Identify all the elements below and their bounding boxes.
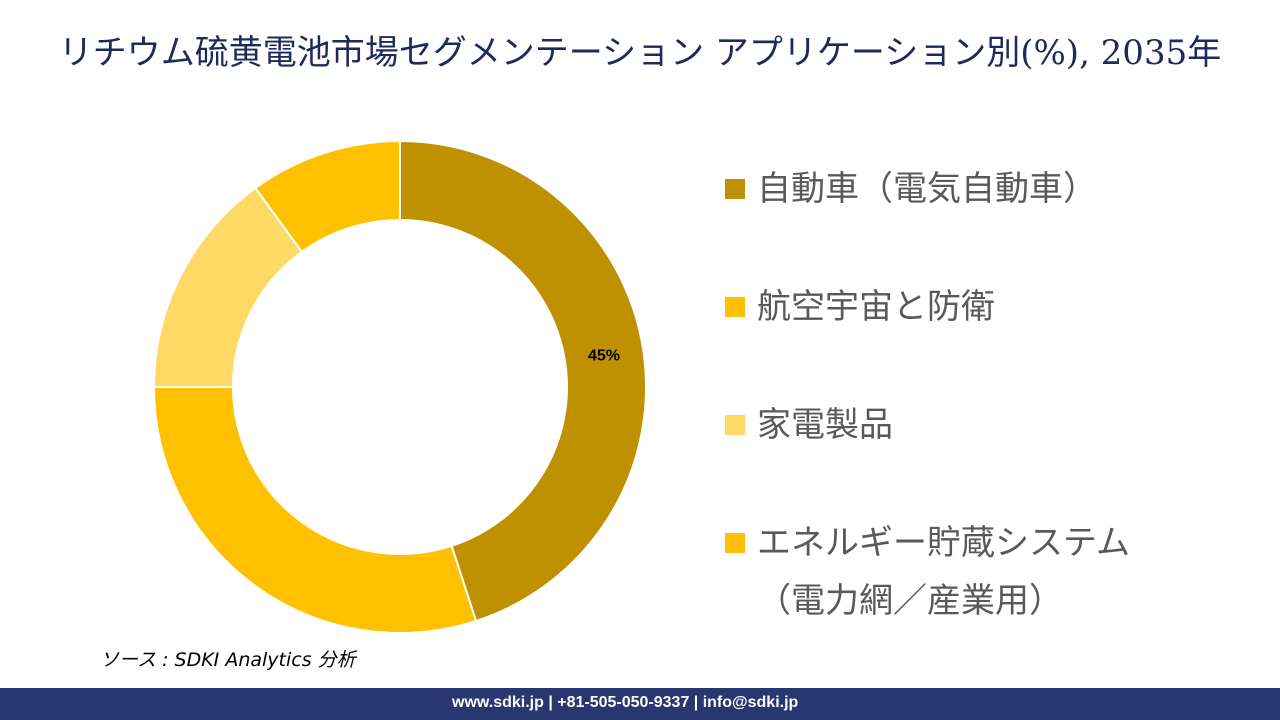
source-note: ソース : SDKI Analytics 分析 <box>100 649 356 671</box>
legend-swatch <box>725 297 745 317</box>
legend-label: エネルギー貯蔵システム （電力網／産業用） <box>757 523 1130 621</box>
footer-bar: www.sdki.jp | +81-505-050-9337 | info@sd… <box>0 688 1280 720</box>
chart-title: リチウム硫黄電池市場セグメンテーション アプリケーション別(%), 2035年 <box>58 33 1222 73</box>
footer-contact[interactable]: www.sdki.jp | +81-505-050-9337 | info@sd… <box>452 694 799 711</box>
legend-item-aerospace: 航空宇宙と防衛 <box>725 278 995 336</box>
legend-swatch <box>725 179 745 199</box>
legend-item-automotive: 自動車（電気自動車） <box>725 160 1097 218</box>
legend-label: 自動車（電気自動車） <box>757 169 1097 209</box>
legend-item-consumer-electronics: 家電製品 <box>725 396 893 454</box>
donut-slice <box>254 139 401 254</box>
data-label: 45% <box>588 348 620 365</box>
donut-slice <box>399 139 647 623</box>
donut-slice <box>152 386 478 634</box>
legend-label: 航空宇宙と防衛 <box>757 287 995 327</box>
legend-item-energy-storage: エネルギー貯蔵システム （電力網／産業用） <box>725 514 1130 630</box>
legend-swatch <box>725 415 745 435</box>
legend-swatch <box>725 533 745 553</box>
legend-label: 家電製品 <box>757 405 893 445</box>
